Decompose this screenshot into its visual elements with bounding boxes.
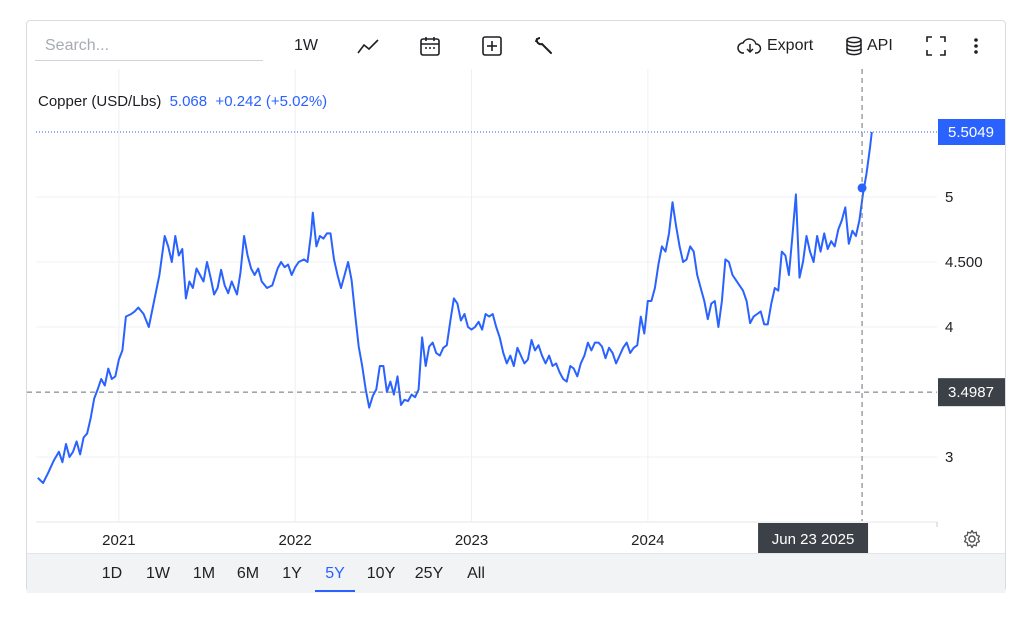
series-line[interactable] [37, 131, 873, 484]
range-1d[interactable]: 1D [101, 565, 123, 582]
last-price-label: 5.5049 [948, 124, 994, 141]
y-tick-label: 4.500 [945, 254, 983, 271]
api-button[interactable]: API [845, 33, 897, 59]
range-6m[interactable]: 6M [236, 565, 260, 582]
x-tick-label: 2024 [631, 532, 664, 549]
x-tick-label: 2021 [102, 532, 135, 549]
legend-value: 5.068 +0.242 (+5.02%) [169, 93, 328, 110]
chart-settings-button[interactable] [962, 529, 982, 554]
interval-button[interactable]: 1W [294, 37, 318, 54]
range-10y[interactable]: 10Y [366, 565, 396, 582]
chart-type-button[interactable] [353, 33, 383, 59]
indicators-button[interactable] [531, 33, 557, 59]
y-tick-label: 5 [945, 189, 953, 206]
database-icon [846, 36, 862, 56]
wrench-icon [535, 37, 552, 54]
gear-icon [963, 529, 981, 549]
y-tick-label: 3 [945, 449, 953, 466]
x-tick-label: 2023 [455, 532, 488, 549]
crosshair-price-label: 3.4987 [948, 384, 994, 401]
more-vertical-icon [974, 38, 978, 54]
crosshair-price-label-bg [938, 378, 1005, 407]
line-chart-icon [357, 39, 379, 54]
api-label: API [867, 37, 893, 54]
cloud-download-icon [737, 38, 762, 54]
expand-icon [926, 36, 946, 56]
more-button[interactable] [969, 33, 983, 59]
compare-button[interactable] [479, 33, 505, 59]
x-tick-label: 2022 [279, 532, 312, 549]
range-1m[interactable]: 1M [192, 565, 216, 582]
range-25y[interactable]: 25Y [414, 565, 444, 582]
calendar-icon [420, 37, 440, 56]
export-label: Export [767, 37, 814, 54]
plus-box-icon [482, 36, 502, 56]
legend-symbol: Copper (USD/Lbs) [38, 93, 162, 110]
search-input[interactable] [35, 31, 263, 61]
chart-widget: 1W Export [26, 20, 1006, 593]
range-5y[interactable]: 5Y [315, 562, 355, 592]
range-selector: 1D 1W 1M 6M 1Y 5Y 10Y 25Y All [27, 553, 1005, 593]
export-button[interactable]: Export [737, 33, 823, 59]
crosshair-date-label: Jun 23 2025 [772, 531, 855, 548]
calendar-button[interactable] [417, 33, 443, 59]
last-price-label-bg [938, 119, 1005, 145]
range-all[interactable]: All [467, 565, 485, 582]
crosshair-point [857, 183, 867, 193]
range-1w[interactable]: 1W [146, 565, 170, 582]
range-1y[interactable]: 1Y [282, 565, 302, 582]
crosshair-date-label-bg [758, 523, 869, 553]
y-tick-label: 4 [945, 319, 953, 336]
legend: Copper (USD/Lbs) 5.068 +0.242 (+5.02%) [38, 93, 327, 110]
price-chart[interactable]: 3 4 4.500 5 2021 2022 2023 2024 5.5049 3.4987 Jun… [27, 21, 1005, 553]
fullscreen-button[interactable] [923, 33, 949, 59]
